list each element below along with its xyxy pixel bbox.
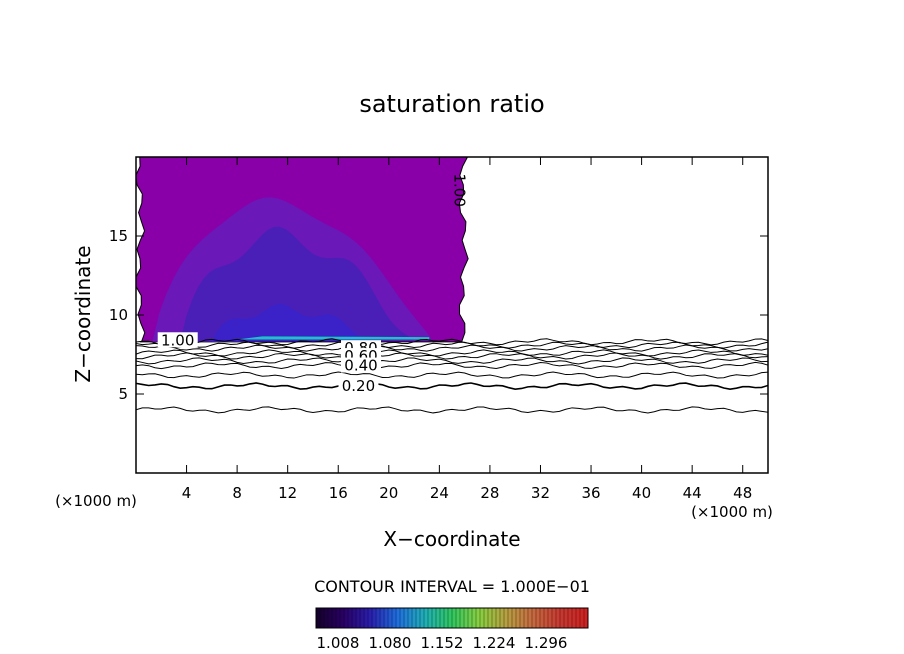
- x-tick-label: 28: [480, 484, 499, 502]
- contour-label-bg: [340, 357, 381, 373]
- x-tick-label: 20: [379, 484, 398, 502]
- colorbar-stripes: [315, 608, 589, 628]
- x-tick-label: 44: [683, 484, 702, 502]
- contour-line: [136, 349, 768, 357]
- contour-line: [136, 341, 768, 349]
- x-tick-label: 16: [329, 484, 348, 502]
- contour-line: [136, 406, 768, 414]
- contour-label: 0.20: [342, 377, 375, 395]
- cloud-region-core-fill: [211, 304, 377, 342]
- colorbar-tick-label: 1.224: [473, 634, 516, 652]
- contour-line: [136, 361, 768, 370]
- x-axis-label: X−coordinate: [383, 527, 520, 551]
- x-unit-label: (×1000 m): [691, 503, 773, 521]
- x-tick-label: 36: [581, 484, 600, 502]
- x-tick-label: 12: [278, 484, 297, 502]
- x-tick-label: 48: [733, 484, 752, 502]
- colorbar: 1.008 1.080 1.152 1.224 1.296: [315, 607, 589, 652]
- y-tick-label: 10: [109, 306, 128, 324]
- colorbar-tick-label: 1.080: [369, 634, 412, 652]
- x-tick-label: 40: [632, 484, 651, 502]
- contour-label-bg: [157, 332, 198, 348]
- contour-label: 0.40: [344, 357, 377, 375]
- plot-area: [136, 157, 768, 414]
- colorbar-tick-label: 1.296: [525, 634, 568, 652]
- y-unit-label: (×1000 m): [55, 492, 137, 510]
- x-tick-label: 8: [232, 484, 242, 502]
- colorbar-tick-label: 1.008: [317, 634, 360, 652]
- contour-line: [136, 338, 768, 346]
- y-axis-label: Z−coordinate: [71, 245, 95, 382]
- chart-title: saturation ratio: [359, 90, 544, 118]
- y-tick-label: 15: [109, 227, 128, 245]
- colorbar-tick-labels: 1.008 1.080 1.152 1.224 1.296: [317, 634, 568, 652]
- x-tick-label: 32: [531, 484, 550, 502]
- y-tick-label: 5: [118, 385, 128, 403]
- contour-line: [136, 344, 768, 352]
- contour-label-group: 1.001.000.800.600.400.20: [157, 173, 469, 395]
- contour-line: [136, 382, 768, 390]
- contour-label-bg: [338, 378, 379, 394]
- contour-line: [136, 352, 768, 360]
- contour-label: 1.00: [161, 331, 194, 349]
- x-tick-label: 4: [182, 484, 192, 502]
- x-axis-ticks: 4 8 12 16 20 24 28 32 36 40 44 48: [182, 157, 752, 502]
- colorbar-tick-label: 1.152: [421, 634, 464, 652]
- y-axis-ticks: 5 10 15: [109, 227, 768, 403]
- contour-line: [136, 357, 768, 365]
- cloud-base-high-band: [237, 336, 430, 340]
- cloud-region-inner-fill: [180, 226, 415, 342]
- contour-line: [136, 371, 768, 379]
- contour-label: 1.00: [451, 173, 469, 206]
- x-tick-label: 24: [430, 484, 449, 502]
- contour-lines: [136, 338, 768, 414]
- contour-interval-text: CONTOUR INTERVAL = 1.000E−01: [314, 577, 590, 596]
